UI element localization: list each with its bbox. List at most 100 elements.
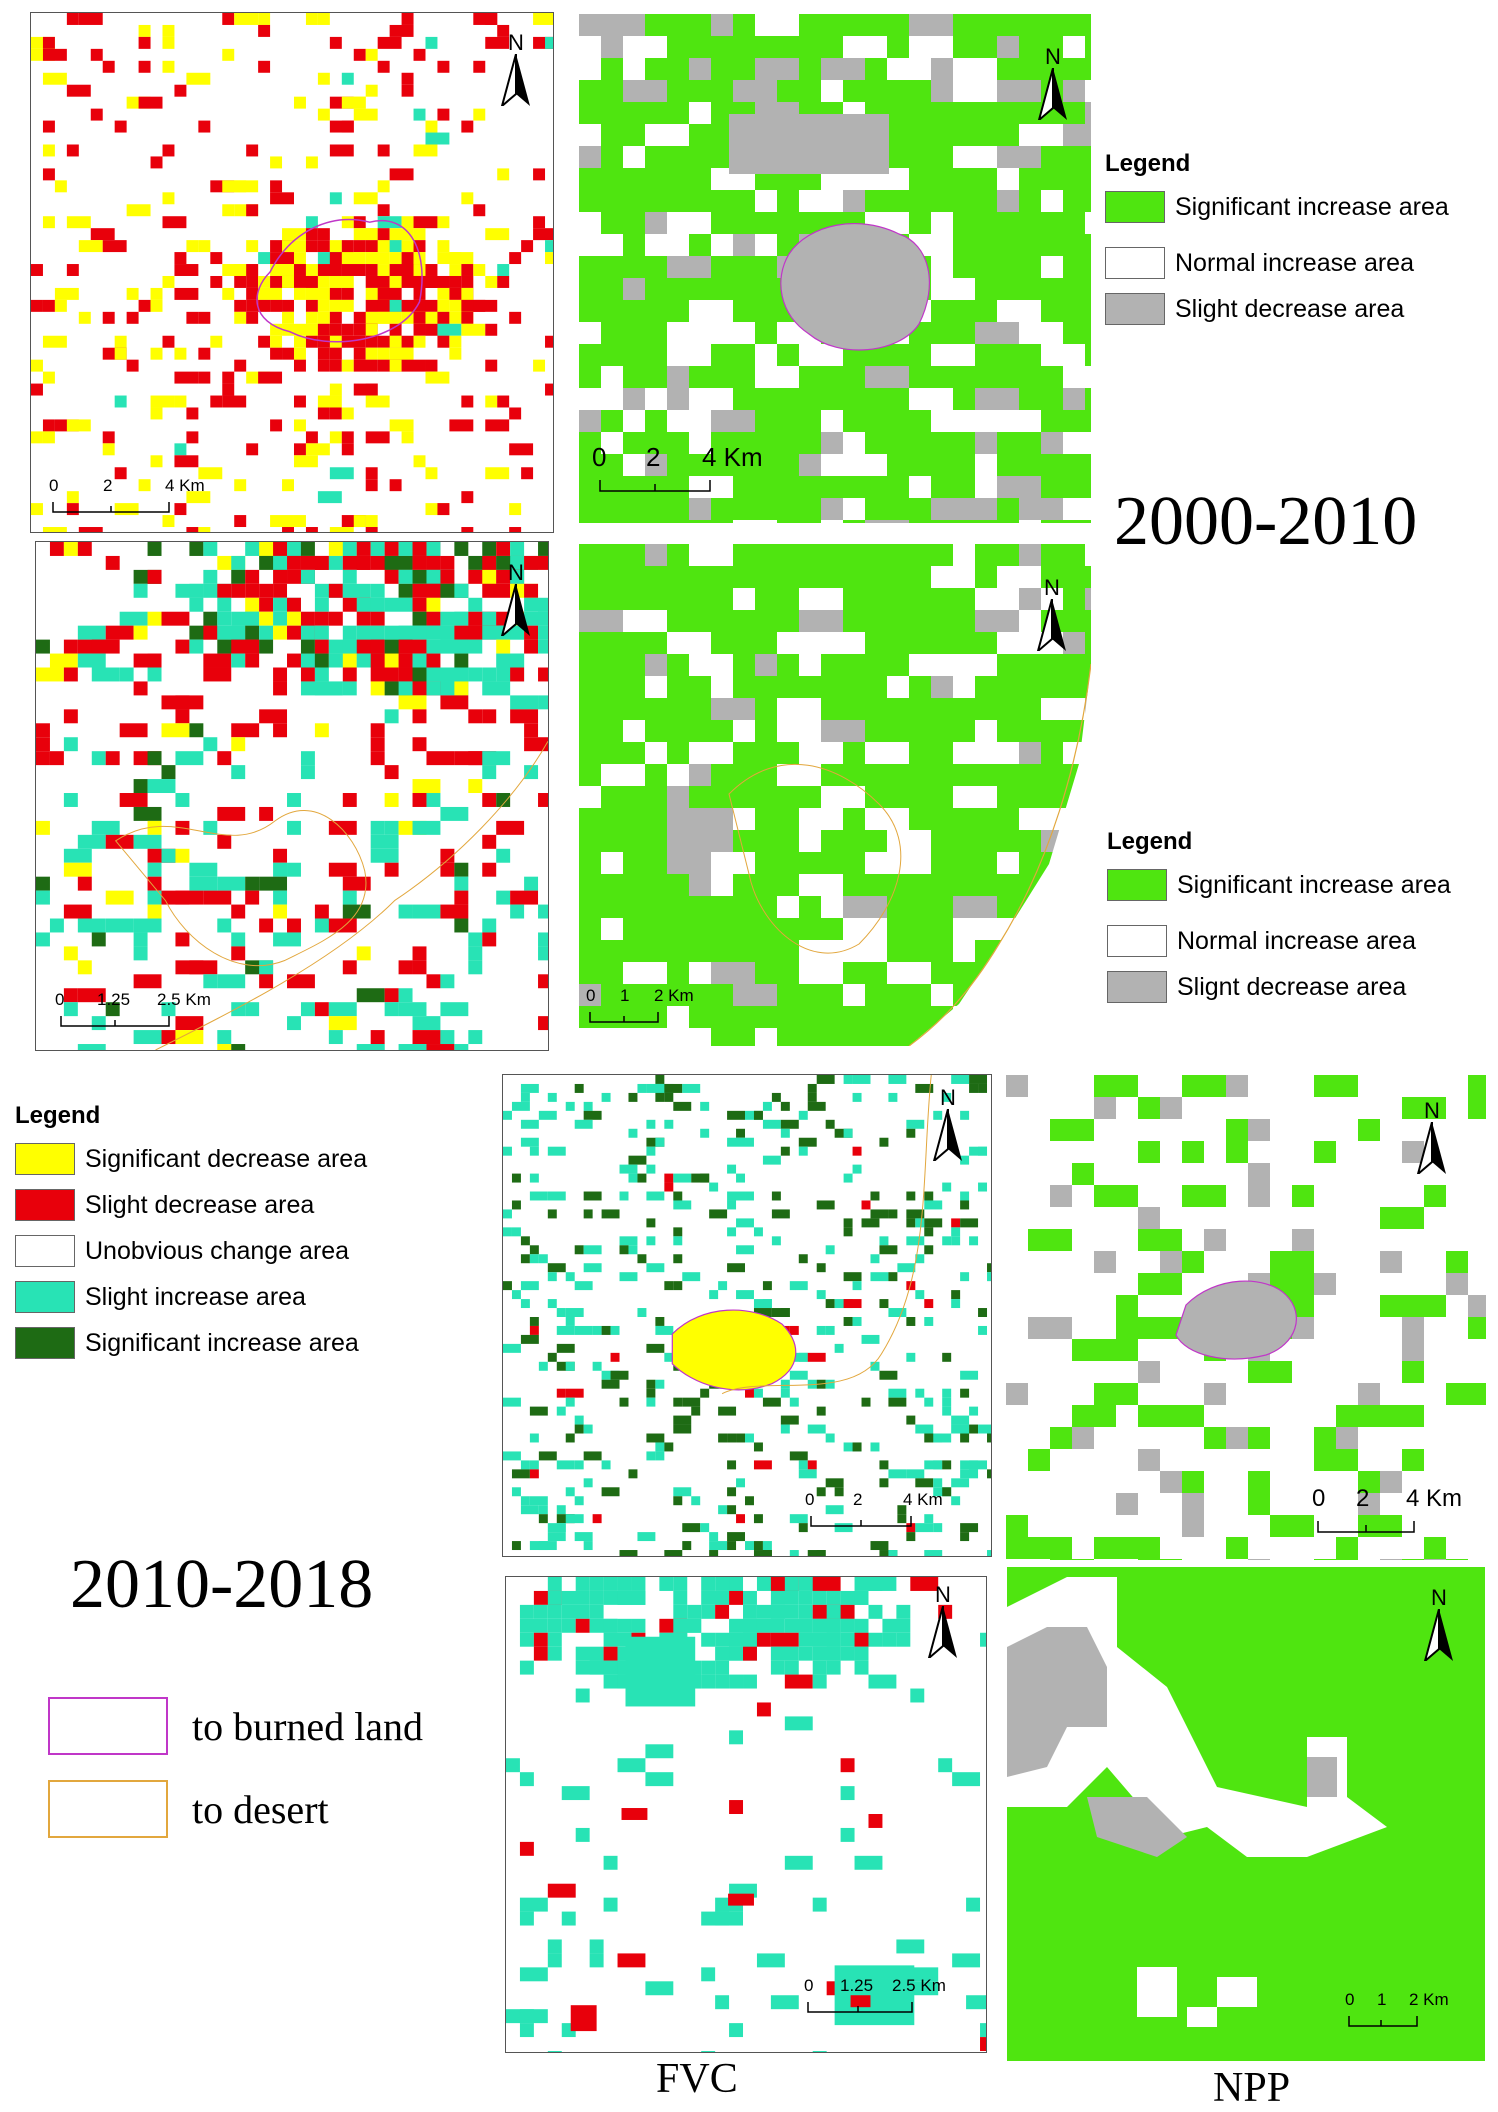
map-cell [715, 1674, 730, 1689]
map-cell [503, 1343, 521, 1353]
column-label-npp: NPP [1213, 2065, 1291, 2111]
map-cell [1028, 1449, 1050, 1471]
map-cell [733, 984, 777, 1006]
map-cell [356, 542, 371, 556]
map-cell [1292, 1185, 1314, 1207]
map-cell [1063, 80, 1091, 102]
map-cell [282, 311, 294, 324]
map-cell [975, 432, 997, 454]
map-cell [807, 1550, 826, 1556]
map-cell [987, 1263, 991, 1273]
map-cell [161, 723, 190, 738]
map-cell [529, 1433, 539, 1443]
map-cell [77, 1044, 106, 1050]
map-cell [579, 1028, 623, 1046]
map-cell [1138, 1537, 1160, 1559]
map-cell [1138, 1229, 1182, 1251]
map-cell [503, 1227, 512, 1237]
map-cell [1358, 1405, 1380, 1427]
map-cell [701, 1604, 716, 1619]
map-cell [503, 1397, 521, 1407]
map-cell [66, 503, 79, 516]
north-arrow-icon: N [496, 30, 536, 110]
map-cell [700, 1128, 710, 1138]
map-cell [547, 1146, 566, 1156]
map-cell [189, 597, 204, 612]
map-cell [1204, 1383, 1226, 1405]
map-cell [619, 1272, 638, 1282]
map-cell [617, 1577, 632, 1591]
map-cell [1138, 1207, 1160, 1229]
map-cell [780, 1119, 799, 1129]
map-cell [287, 555, 301, 570]
map-cell [42, 120, 55, 133]
map-cell [437, 311, 450, 324]
map-cell [412, 737, 427, 752]
map-cell [329, 240, 342, 253]
map-cell [270, 180, 283, 193]
map-cell [126, 359, 139, 372]
map-cell [77, 834, 106, 849]
map-cell [91, 820, 120, 835]
map-cell [437, 323, 462, 336]
map-cell [234, 359, 247, 372]
map-cell [162, 36, 175, 49]
map-cell [852, 1281, 862, 1291]
map-cell [987, 1469, 991, 1479]
map-cell [646, 1137, 665, 1147]
map-cell [519, 1660, 534, 1675]
map-cell [733, 520, 755, 523]
map-cell [655, 1137, 665, 1147]
map-cell [755, 344, 777, 366]
map-cell [997, 322, 1019, 344]
map-cell [356, 625, 385, 640]
map-cell [840, 1604, 855, 1619]
map-cell [328, 611, 343, 626]
map-cell [1160, 1405, 1204, 1427]
map-cell [341, 443, 354, 456]
map-cell [603, 1577, 618, 1591]
map-cell [147, 653, 162, 668]
map-cell [1094, 1383, 1138, 1405]
map-cell [413, 287, 426, 300]
map-cell [329, 120, 354, 133]
map-cell [879, 1236, 889, 1246]
map-cell [503, 1110, 512, 1120]
map-cell [583, 1191, 602, 1201]
map-cell [511, 1469, 530, 1479]
map-cell [454, 542, 469, 556]
map-cell [756, 1632, 771, 1647]
map-cell [510, 653, 525, 668]
map-cell [807, 1424, 826, 1434]
map-cell [66, 84, 91, 97]
map-cell [816, 1290, 826, 1300]
map-cell [370, 583, 385, 598]
map-cell [673, 1604, 688, 1619]
map-cell [105, 890, 134, 905]
map-cell [745, 1191, 754, 1201]
map-cell [259, 960, 274, 975]
map-cell [601, 1325, 611, 1335]
map-cell [896, 1604, 911, 1619]
map-cell [425, 132, 450, 145]
map-cell [682, 1397, 701, 1407]
map-cell [825, 1505, 844, 1515]
map-cell [102, 60, 115, 73]
map-cell [682, 1272, 701, 1282]
map-cell [161, 1030, 176, 1045]
map-cell [217, 611, 232, 626]
map-cell [755, 1028, 777, 1046]
map-cell [222, 371, 235, 384]
map-cell [461, 192, 474, 205]
map-cell [538, 1505, 548, 1515]
map-cell [556, 1388, 566, 1398]
map-cell [222, 395, 247, 408]
map-cell [691, 1496, 701, 1506]
map-cell [314, 555, 329, 570]
map-cell [700, 1173, 710, 1183]
map-cell [547, 2051, 562, 2052]
map-cell [789, 1550, 799, 1556]
map-cell [425, 467, 438, 480]
map-cell [729, 2023, 744, 2038]
map-cell [1446, 1559, 1468, 1560]
